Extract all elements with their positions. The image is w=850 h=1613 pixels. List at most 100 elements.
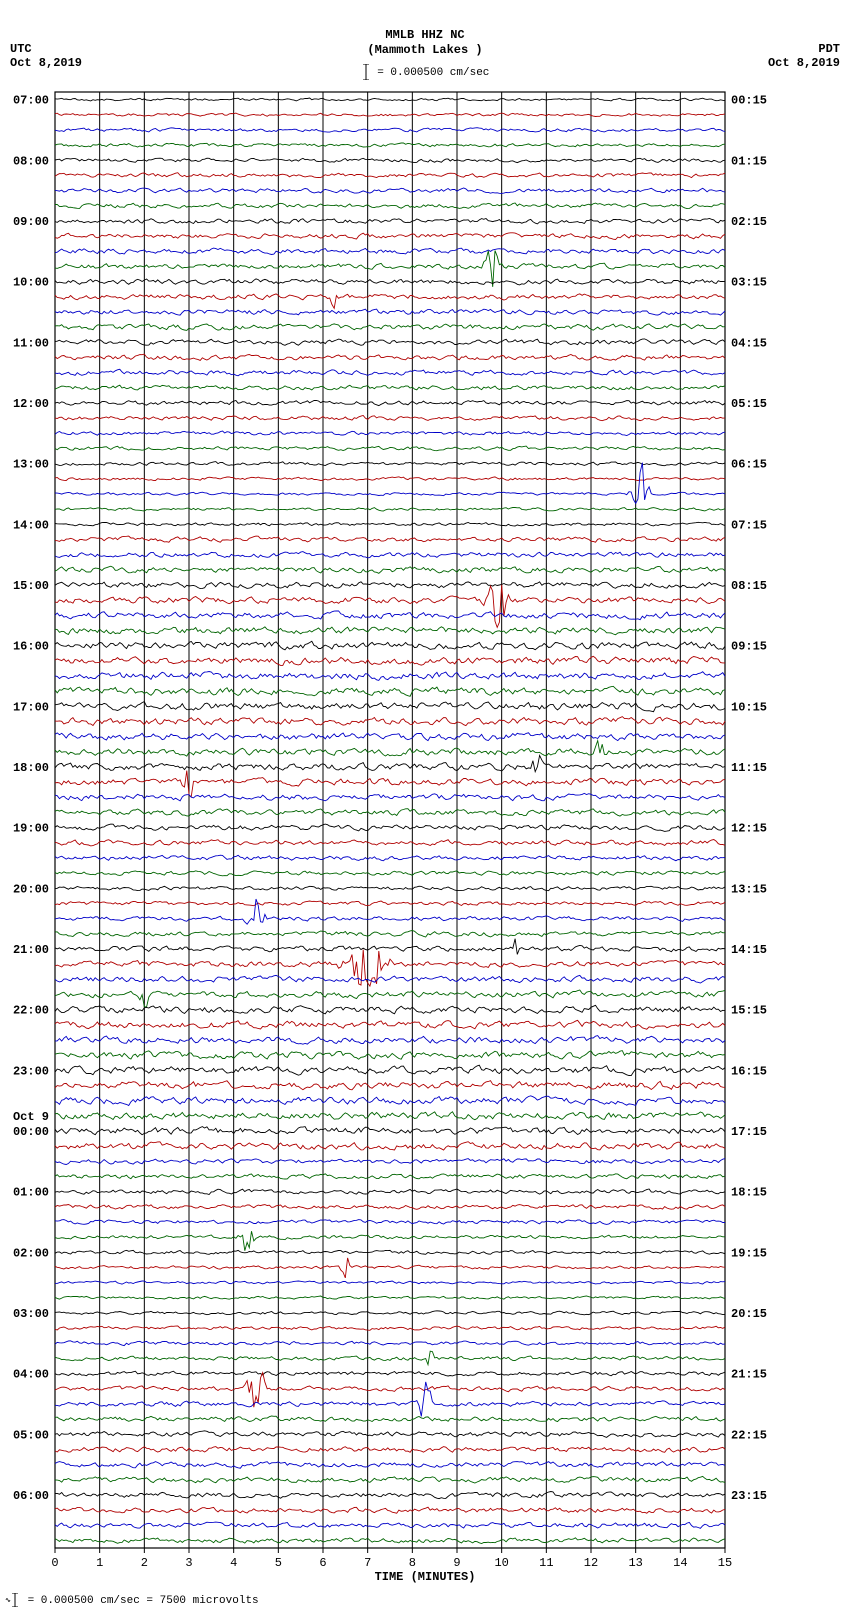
right-time-label: 18:15 xyxy=(731,1186,767,1200)
x-tick-label: 10 xyxy=(494,1556,508,1570)
right-time-label: 01:15 xyxy=(731,154,767,168)
seismic-trace xyxy=(55,1051,725,1060)
x-tick-label: 1 xyxy=(96,1556,103,1570)
seismic-trace xyxy=(55,248,725,254)
left-time-label: 18:00 xyxy=(13,761,49,775)
seismic-trace xyxy=(55,219,725,224)
left-time-label: 23:00 xyxy=(13,1064,49,1078)
seismic-trace xyxy=(55,702,725,712)
x-tick-label: 2 xyxy=(141,1556,148,1570)
seismic-trace xyxy=(55,1081,725,1090)
x-tick-label: 15 xyxy=(718,1556,732,1570)
seismic-trace xyxy=(55,1005,725,1014)
x-axis-label: TIME (MINUTES) xyxy=(0,1570,850,1584)
seismogram-container: MMLB HHZ NC (Mammoth Lakes ) UTC Oct 8,2… xyxy=(0,0,850,1613)
left-time-label: Oct 9 xyxy=(13,1110,49,1124)
seismic-trace xyxy=(55,1351,725,1364)
x-tick-label: 0 xyxy=(51,1556,58,1570)
seismic-trace xyxy=(55,717,725,726)
x-tick-label: 14 xyxy=(673,1556,687,1570)
seismic-trace xyxy=(55,1447,725,1453)
x-tick-label: 7 xyxy=(364,1556,371,1570)
seismic-trace xyxy=(55,840,725,846)
seismic-trace xyxy=(55,143,725,147)
x-tick-label: 11 xyxy=(539,1556,553,1570)
left-time-label: 21:00 xyxy=(13,943,49,957)
seismic-trace xyxy=(55,1522,725,1528)
seismic-trace xyxy=(55,1112,725,1120)
seismic-trace xyxy=(55,251,725,287)
seismic-trace xyxy=(55,899,725,924)
x-tick-label: 12 xyxy=(584,1556,598,1570)
seismic-trace xyxy=(55,188,725,193)
seismic-trace xyxy=(55,755,725,771)
left-time-label: 17:00 xyxy=(13,700,49,714)
seismic-trace xyxy=(55,1127,725,1135)
seismic-trace xyxy=(55,385,725,390)
seismic-trace xyxy=(55,1476,725,1483)
footer-scale-bar-icon xyxy=(5,1593,21,1607)
right-time-label: 10:15 xyxy=(731,700,767,714)
seismic-trace xyxy=(55,809,725,816)
station-id: MMLB HHZ NC xyxy=(0,28,850,43)
seismic-trace xyxy=(55,128,725,132)
seismic-trace xyxy=(55,1431,725,1438)
seismic-trace xyxy=(55,309,725,315)
right-time-label: 23:15 xyxy=(731,1489,767,1503)
seismic-trace xyxy=(55,158,725,162)
left-time-label: 03:00 xyxy=(13,1307,49,1321)
seismic-trace xyxy=(55,901,725,906)
right-time-label: 13:15 xyxy=(731,882,767,896)
seismic-trace xyxy=(55,975,725,983)
seismic-trace xyxy=(55,641,725,650)
left-time-label: 00:00 xyxy=(13,1125,49,1139)
left-time-label: 08:00 xyxy=(13,154,49,168)
seismic-trace xyxy=(55,627,725,635)
plot-frame xyxy=(55,92,725,1548)
seismic-trace xyxy=(55,1096,725,1106)
seismic-trace xyxy=(55,566,725,573)
right-time-label: 14:15 xyxy=(731,943,767,957)
seismic-trace xyxy=(55,1258,725,1278)
chart-header: MMLB HHZ NC (Mammoth Lakes ) xyxy=(0,28,850,58)
seismic-trace xyxy=(55,1250,725,1254)
seismic-trace xyxy=(55,1492,725,1499)
seismic-trace xyxy=(55,98,725,101)
seismic-trace xyxy=(55,793,725,801)
seismic-trace xyxy=(55,1416,725,1422)
footer-scale-text: = 0.000500 cm/sec = 7500 microvolts xyxy=(28,1595,259,1607)
seismic-trace xyxy=(55,1341,725,1346)
seismic-trace xyxy=(55,1205,725,1210)
left-time-label: 02:00 xyxy=(13,1246,49,1260)
x-tick-label: 3 xyxy=(185,1556,192,1570)
seismic-trace xyxy=(55,1020,725,1029)
seismic-trace xyxy=(55,1231,725,1251)
seismic-trace xyxy=(55,741,725,757)
seismic-trace xyxy=(55,824,725,831)
scale-text: = 0.000500 cm/sec xyxy=(377,67,489,79)
right-time-label: 15:15 xyxy=(731,1004,767,1018)
left-time-label: 06:00 xyxy=(13,1489,49,1503)
seismic-trace xyxy=(55,886,725,891)
seismic-trace xyxy=(55,279,725,285)
seismic-trace xyxy=(55,733,725,741)
right-time-label: 03:15 xyxy=(731,276,767,290)
seismic-trace xyxy=(55,536,725,542)
left-time-label: 04:00 xyxy=(13,1368,49,1382)
seismic-trace xyxy=(55,1462,725,1469)
right-time-label: 06:15 xyxy=(731,458,767,472)
right-time-label: 12:15 xyxy=(731,822,767,836)
seismic-trace xyxy=(55,203,725,209)
seismic-trace xyxy=(55,1326,725,1330)
seismic-trace xyxy=(55,324,725,331)
seismic-trace xyxy=(55,369,725,376)
left-time-label: 16:00 xyxy=(13,640,49,654)
left-time-label: 05:00 xyxy=(13,1428,49,1442)
right-time-label: 05:15 xyxy=(731,397,767,411)
left-time-label: 20:00 xyxy=(13,882,49,896)
left-time-label: 11:00 xyxy=(13,336,49,350)
seismic-trace xyxy=(55,771,725,797)
right-time-label: 16:15 xyxy=(731,1064,767,1078)
right-time-label: 21:15 xyxy=(731,1368,767,1382)
x-tick-label: 6 xyxy=(319,1556,326,1570)
